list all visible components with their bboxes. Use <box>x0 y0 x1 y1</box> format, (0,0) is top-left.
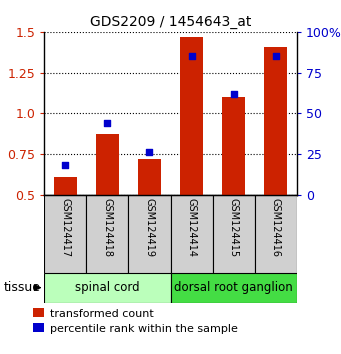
Bar <box>170 273 297 303</box>
Title: GDS2209 / 1454643_at: GDS2209 / 1454643_at <box>90 16 251 29</box>
Bar <box>264 46 287 195</box>
Text: GSM124414: GSM124414 <box>187 198 196 257</box>
Bar <box>255 195 297 273</box>
Text: GSM124416: GSM124416 <box>271 198 281 257</box>
Text: GSM124419: GSM124419 <box>145 198 154 257</box>
Bar <box>44 195 86 273</box>
Text: tissue: tissue <box>3 281 41 294</box>
Text: spinal cord: spinal cord <box>75 281 140 294</box>
Text: GSM124417: GSM124417 <box>60 198 70 257</box>
Text: GSM124415: GSM124415 <box>228 198 239 257</box>
Point <box>189 53 194 59</box>
Legend: transformed count, percentile rank within the sample: transformed count, percentile rank withi… <box>33 308 237 333</box>
Text: GSM124418: GSM124418 <box>102 198 113 257</box>
Bar <box>170 195 212 273</box>
Bar <box>54 177 77 195</box>
Point <box>63 162 68 168</box>
Point <box>231 91 236 97</box>
Bar <box>44 273 170 303</box>
Point <box>105 120 110 126</box>
Bar <box>222 97 245 195</box>
Bar <box>129 195 170 273</box>
Text: dorsal root ganglion: dorsal root ganglion <box>174 281 293 294</box>
Bar <box>86 195 129 273</box>
Bar <box>212 195 255 273</box>
Bar <box>180 37 203 195</box>
Bar <box>138 159 161 195</box>
Point <box>273 53 278 59</box>
Point <box>147 149 152 155</box>
Bar <box>96 133 119 195</box>
